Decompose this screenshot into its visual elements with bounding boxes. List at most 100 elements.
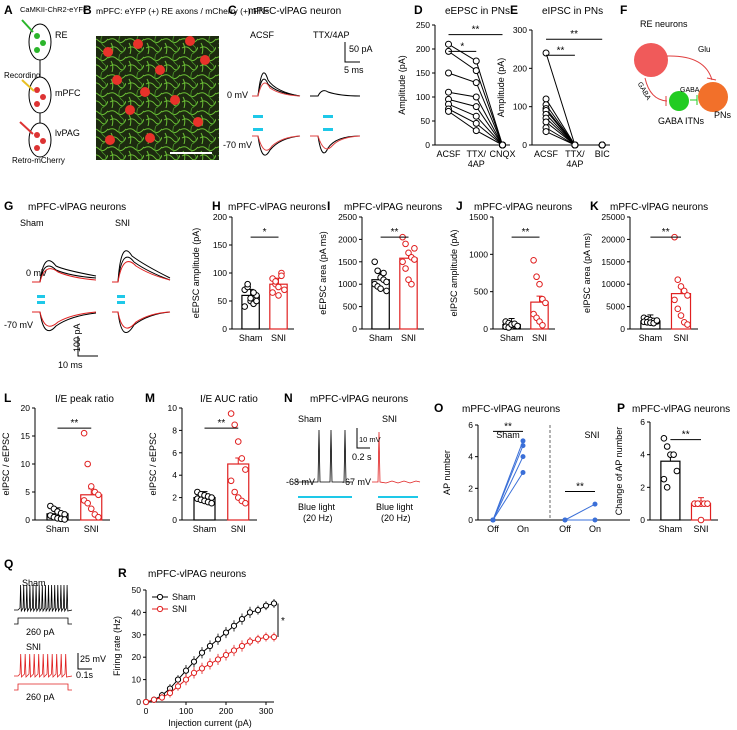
- data-point: [542, 95, 550, 103]
- y-tick-label: 300: [513, 25, 527, 35]
- data-point: [539, 321, 546, 329]
- x-tick-label: Sham: [239, 333, 263, 343]
- data-point: [198, 665, 206, 672]
- chart-m: M I/E AUC ratio 0 2 4 6 8 10 eIPSC / eEPSC Sham SN…: [145, 391, 258, 534]
- data-point: [272, 278, 279, 285]
- significance-marker: **: [682, 430, 690, 441]
- panel-b: B mPFC: eYFP (+) RE axons / mCherry (+) …: [83, 3, 269, 160]
- y-tick-label: 50: [218, 296, 228, 306]
- micrograph-caption: mPFC: eYFP (+) RE axons / mCherry (+) PN…: [96, 6, 269, 16]
- data-point: [253, 297, 260, 305]
- significance-marker: **: [504, 421, 512, 432]
- x-tick-label: SNI: [84, 524, 99, 534]
- data-point: [238, 616, 246, 623]
- data-point: [262, 602, 270, 609]
- y-tick-label: 0: [172, 515, 177, 525]
- y-tick-label: 50: [421, 116, 431, 126]
- y-axis-label: eEPSC amplitude (pA): [191, 228, 201, 319]
- y-tick-label: 15: [21, 431, 31, 441]
- panel-title: mPFC-vlPAG neurons: [28, 202, 126, 213]
- data-point: [281, 286, 288, 294]
- mcherry-cell: [140, 87, 150, 97]
- data-point: [84, 499, 91, 507]
- data-point: [673, 467, 681, 475]
- data-point: [87, 483, 95, 490]
- data-point: [158, 694, 166, 701]
- y-tick-label: 200: [213, 212, 227, 222]
- gaba-label: GABA: [636, 81, 652, 102]
- significance-marker: **: [570, 29, 578, 40]
- light-freq: (20 Hz): [381, 513, 411, 523]
- group-label: Sham: [20, 218, 44, 228]
- y-tick-label: 2: [172, 493, 177, 503]
- panel-a-label: RE: [55, 30, 68, 40]
- y-tick-label: 10000: [601, 279, 625, 289]
- y-tick-label: 0: [136, 697, 141, 707]
- group-label: Sham: [298, 414, 322, 424]
- data-point: [230, 647, 238, 654]
- panel-title: eEPSC in PNs: [445, 6, 510, 17]
- y-tick-label: 2: [468, 483, 473, 493]
- x-tick-label: Sham: [46, 524, 70, 534]
- brain-schematic: [19, 19, 52, 158]
- y-tick-label: 30: [132, 630, 142, 640]
- data-point: [472, 93, 480, 101]
- y-axis-label: Firing rate (Hz): [112, 616, 122, 676]
- x-tick-label: Sham: [639, 333, 663, 343]
- panel-letter: J: [456, 199, 463, 213]
- significance-marker: **: [391, 227, 399, 238]
- data-point: [536, 280, 543, 288]
- y-tick-label: 50: [132, 585, 142, 595]
- mcherry-cell: [170, 95, 180, 105]
- panel-title: I/E peak ratio: [55, 394, 114, 405]
- group-label: Sham: [496, 430, 520, 440]
- x-tick-label: 300: [259, 706, 273, 716]
- panel-title: RE neurons: [640, 19, 688, 29]
- data-point: [445, 107, 452, 115]
- paired-line: [492, 445, 524, 521]
- data-point: [684, 321, 691, 328]
- y-tick-label: 2: [640, 482, 645, 492]
- significance-marker: *: [281, 616, 285, 627]
- y-tick-label: 500: [343, 302, 357, 312]
- current-step: [14, 617, 72, 625]
- data-point: [383, 278, 390, 286]
- data-point: [182, 676, 190, 683]
- panel-title: I/E AUC ratio: [200, 394, 258, 405]
- mcherry-cell: [145, 133, 155, 143]
- light-label: Blue light: [298, 502, 336, 512]
- data-point: [242, 466, 249, 473]
- panel-letter: R: [118, 566, 127, 580]
- data-point: [227, 477, 235, 485]
- data-point: [190, 669, 198, 676]
- y-tick-label: 1500: [338, 257, 357, 267]
- y-tick-label: 2500: [338, 212, 357, 222]
- significance-marker: **: [662, 227, 670, 238]
- data-point: [402, 240, 409, 248]
- scale-x-label: 0.1s: [76, 670, 94, 680]
- data-point: [399, 258, 406, 266]
- data-point: [592, 517, 598, 523]
- sham-trace: [296, 429, 352, 483]
- legend-label: SNI: [172, 604, 187, 614]
- panel-title: mPFC-vlPAG neuron: [248, 6, 341, 17]
- x-tick-label: Off: [559, 524, 571, 534]
- y-tick-label: 5000: [606, 302, 625, 312]
- panel-c: C mPFC-vlPAG neuron ACSF TTX/4AP 0 mV -7…: [223, 3, 373, 156]
- scale-bar: [344, 42, 360, 63]
- y-tick-label: 4: [172, 470, 177, 480]
- y-tick-label: 100: [513, 102, 527, 112]
- data-point: [208, 499, 215, 507]
- x-tick-label: ACSF: [436, 149, 461, 159]
- panel-a-label: Recording: [4, 71, 40, 80]
- paired-line: [564, 503, 596, 521]
- y-tick-label: 40: [132, 607, 142, 617]
- data-point: [490, 517, 496, 523]
- y-tick-label: 20: [21, 403, 31, 413]
- data-point: [653, 317, 661, 324]
- series-line: [145, 602, 275, 703]
- panel-letter: N: [284, 391, 293, 405]
